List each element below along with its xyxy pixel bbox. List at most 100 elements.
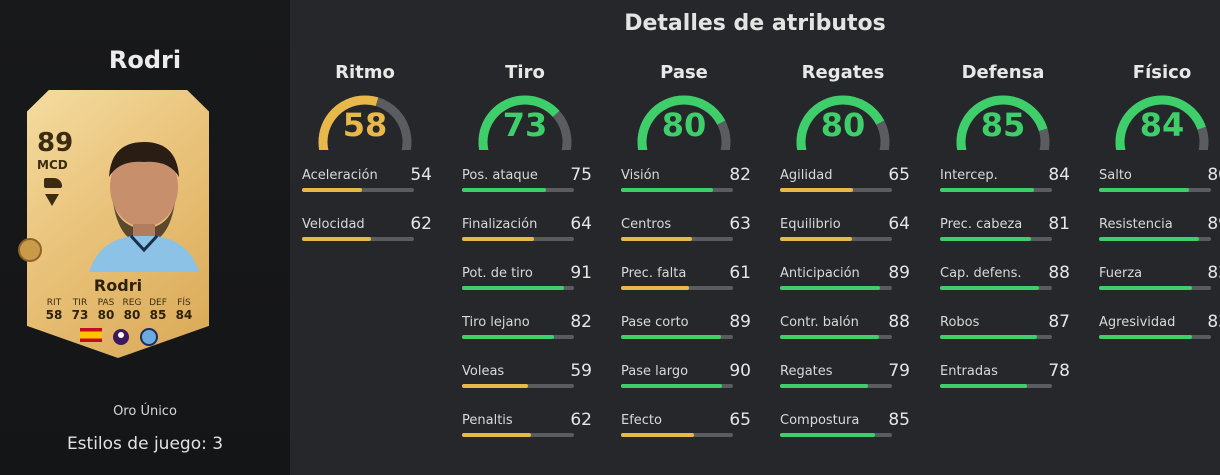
category-title: Defensa bbox=[961, 62, 1045, 83]
role-badge-icon bbox=[45, 194, 59, 206]
attribute-row[interactable]: Prec. falta 61 bbox=[609, 260, 759, 309]
attribute-bar bbox=[1099, 237, 1211, 241]
attribute-row[interactable]: Pase largo 90 bbox=[609, 358, 759, 407]
attribute-list: Agilidad 65 Equilibrio 64 Anticipación 8… bbox=[768, 162, 918, 456]
attribute-bar bbox=[1099, 188, 1211, 192]
attribute-label: Visión bbox=[621, 168, 660, 183]
attribute-bar bbox=[302, 188, 414, 192]
attribute-column: Regates 80 Agilidad 65 Equilibrio 64 Ant… bbox=[768, 62, 918, 456]
card-stat: PAS 80 bbox=[93, 298, 119, 322]
attribute-row[interactable]: Finalización 64 bbox=[450, 211, 600, 260]
evolution-chip-icon bbox=[18, 238, 42, 262]
attribute-bar bbox=[780, 384, 892, 388]
attribute-row[interactable]: Compostura 85 bbox=[768, 407, 918, 456]
attribute-value: 63 bbox=[729, 214, 751, 234]
attribute-value: 75 bbox=[570, 165, 592, 185]
attribute-label: Penaltis bbox=[462, 413, 513, 428]
spain-flag-icon bbox=[80, 328, 102, 342]
category-title: Pase bbox=[660, 62, 708, 83]
attribute-bar-fill bbox=[462, 335, 554, 339]
attribute-row[interactable]: Prec. cabeza 81 bbox=[928, 211, 1078, 260]
attribute-row[interactable]: Agilidad 65 bbox=[768, 162, 918, 211]
attribute-bar bbox=[940, 188, 1052, 192]
attributes-title: Detalles de atributos bbox=[624, 11, 886, 36]
card-stat-label: DEF bbox=[149, 298, 167, 308]
attribute-value: 64 bbox=[888, 214, 910, 234]
card-stat-value: 80 bbox=[97, 308, 115, 322]
attribute-row[interactable]: Resistencia 89 bbox=[1087, 211, 1220, 260]
card-stat: RIT 58 bbox=[41, 298, 67, 322]
attribute-row[interactable]: Tiro lejano 82 bbox=[450, 309, 600, 358]
category-gauge: 73 bbox=[475, 90, 575, 150]
attribute-row[interactable]: Voleas 59 bbox=[450, 358, 600, 407]
attribute-list: Visión 82 Centros 63 Prec. falta 61 Pase… bbox=[609, 162, 759, 456]
card-stat-value: 58 bbox=[45, 308, 63, 322]
premier-league-icon bbox=[113, 329, 129, 345]
card-stat-value: 80 bbox=[123, 308, 141, 322]
attribute-bar-fill bbox=[780, 188, 853, 192]
attribute-label: Pot. de tiro bbox=[462, 266, 533, 281]
attribute-column: Defensa 85 Intercep. 84 Prec. cabeza 81 … bbox=[928, 62, 1078, 407]
attribute-value: 61 bbox=[729, 263, 751, 283]
attribute-row[interactable]: Agresividad 83 bbox=[1087, 309, 1220, 358]
attribute-row[interactable]: Visión 82 bbox=[609, 162, 759, 211]
attribute-bar bbox=[780, 286, 892, 290]
attribute-bar bbox=[462, 433, 574, 437]
attribute-row[interactable]: Efecto 65 bbox=[609, 407, 759, 456]
card-rating: 89 bbox=[37, 128, 74, 158]
attribute-bar bbox=[780, 188, 892, 192]
attribute-bar-fill bbox=[780, 335, 879, 339]
attribute-row[interactable]: Contr. balón 88 bbox=[768, 309, 918, 358]
attribute-row[interactable]: Pot. de tiro 91 bbox=[450, 260, 600, 309]
attribute-row[interactable]: Salto 80 bbox=[1087, 162, 1220, 211]
attribute-row[interactable]: Robos 87 bbox=[928, 309, 1078, 358]
attribute-bar-fill bbox=[780, 286, 880, 290]
category-title: Regates bbox=[801, 62, 885, 83]
attribute-label: Cap. defens. bbox=[940, 266, 1022, 281]
attribute-list: Intercep. 84 Prec. cabeza 81 Cap. defens… bbox=[928, 162, 1078, 407]
attribute-row[interactable]: Cap. defens. 88 bbox=[928, 260, 1078, 309]
attribute-value: 88 bbox=[888, 312, 910, 332]
attribute-row[interactable]: Centros 63 bbox=[609, 211, 759, 260]
attribute-value: 65 bbox=[888, 165, 910, 185]
attribute-bar bbox=[621, 286, 733, 290]
player-card[interactable]: 89 MCD Rodri RIT 58 TIR 73 PAS 80 REG 80 DEF… bbox=[27, 90, 209, 358]
attribute-row[interactable]: Aceleración 54 bbox=[290, 162, 440, 211]
attribute-row[interactable]: Anticipación 89 bbox=[768, 260, 918, 309]
category-value: 84 bbox=[1139, 106, 1185, 144]
attribute-bar-fill bbox=[940, 286, 1039, 290]
category-gauge: 85 bbox=[953, 90, 1053, 150]
attribute-row[interactable]: Penaltis 62 bbox=[450, 407, 600, 456]
attribute-row[interactable]: Intercep. 84 bbox=[928, 162, 1078, 211]
attribute-row[interactable]: Pos. ataque 75 bbox=[450, 162, 600, 211]
attribute-label: Equilibrio bbox=[780, 217, 841, 232]
card-stat: DEF 85 bbox=[145, 298, 171, 322]
attribute-row[interactable]: Pase corto 89 bbox=[609, 309, 759, 358]
attribute-bar bbox=[621, 237, 733, 241]
playstyles-count[interactable]: Estilos de juego: 3 bbox=[66, 434, 224, 454]
attribute-label: Anticipación bbox=[780, 266, 860, 281]
category-value: 73 bbox=[502, 106, 548, 144]
player-card-panel: Rodri 89 MCD Rodri RIT 58 TIR 73 PAS 80 REG… bbox=[0, 0, 290, 475]
attribute-value: 85 bbox=[888, 410, 910, 430]
category-value: 80 bbox=[820, 106, 866, 144]
attribute-row[interactable]: Velocidad 62 bbox=[290, 211, 440, 260]
attribute-bar bbox=[621, 384, 733, 388]
attribute-bar-fill bbox=[302, 237, 372, 241]
attribute-bar-fill bbox=[940, 188, 1035, 192]
card-icons bbox=[80, 328, 158, 346]
attribute-row[interactable]: Fuerza 83 bbox=[1087, 260, 1220, 309]
attribute-label: Prec. cabeza bbox=[940, 217, 1023, 232]
boot-icon bbox=[44, 178, 62, 188]
category-value: 58 bbox=[342, 106, 388, 144]
card-position: MCD bbox=[37, 158, 68, 172]
attribute-row[interactable]: Equilibrio 64 bbox=[768, 211, 918, 260]
attribute-bar-fill bbox=[302, 188, 363, 192]
attribute-label: Tiro lejano bbox=[462, 315, 530, 330]
attribute-row[interactable]: Entradas 78 bbox=[928, 358, 1078, 407]
attribute-bar bbox=[780, 433, 892, 437]
attribute-bar bbox=[462, 188, 574, 192]
attribute-row[interactable]: Regates 79 bbox=[768, 358, 918, 407]
attribute-bar-fill bbox=[621, 384, 722, 388]
card-stat-label: REG bbox=[122, 298, 142, 308]
